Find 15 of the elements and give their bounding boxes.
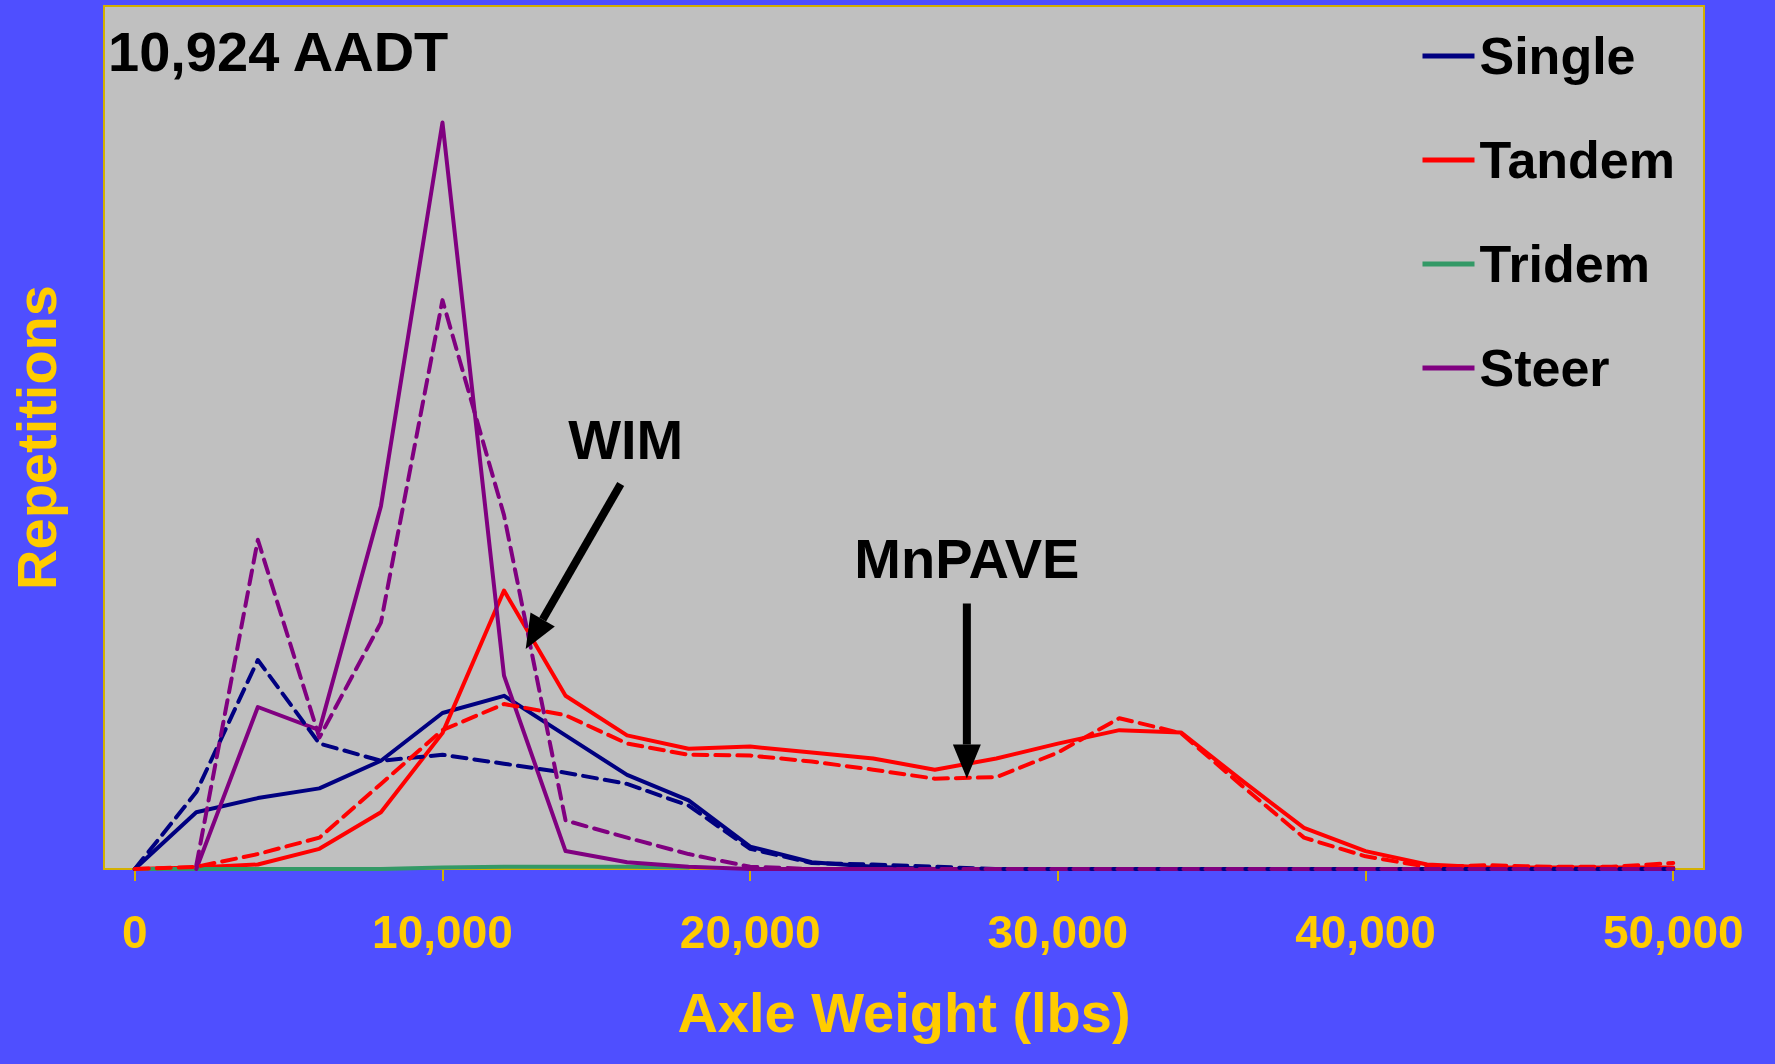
x-tick-label: 50,000 — [1602, 906, 1744, 958]
chart-title: 10,924 AADT — [108, 19, 449, 83]
x-tick-label: 30,000 — [987, 906, 1129, 958]
annotation: MnPAVE — [854, 527, 1080, 591]
legend-label: Tridem — [1479, 235, 1650, 293]
x-tick-label: 20,000 — [679, 906, 821, 958]
x-tick-label: 0 — [121, 906, 148, 958]
legend-label: Tandem — [1479, 131, 1676, 189]
y-axis-title: Repetitions — [4, 285, 68, 590]
x-tick-label: 10,000 — [372, 906, 513, 958]
x-axis-title: Axle Weight (lbs) — [677, 980, 1131, 1044]
x-tick-label: 40,000 — [1295, 906, 1436, 958]
legend-label: Single — [1479, 27, 1636, 85]
legend-label: Steer — [1479, 339, 1610, 397]
annotation: WIM — [568, 407, 684, 471]
